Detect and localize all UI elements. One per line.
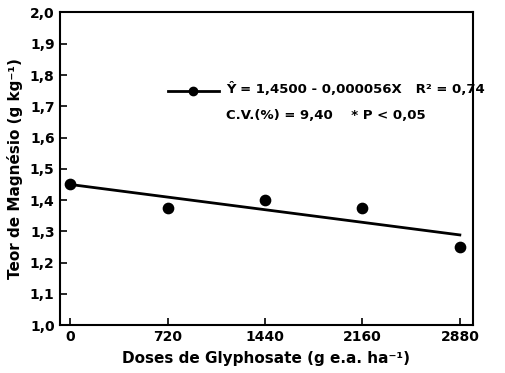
Point xyxy=(456,244,464,250)
Text: Ŷ = 1,4500 - 0,000056X   R² = 0,74: Ŷ = 1,4500 - 0,000056X R² = 0,74 xyxy=(226,82,485,96)
Point xyxy=(66,182,74,188)
Text: C.V.(%) = 9,40    * P < 0,05: C.V.(%) = 9,40 * P < 0,05 xyxy=(226,109,426,122)
Y-axis label: Teor de Magnésio (g kg⁻¹): Teor de Magnésio (g kg⁻¹) xyxy=(7,59,23,279)
Point xyxy=(359,205,367,211)
X-axis label: Doses de Glyphosate (g e.a. ha⁻¹): Doses de Glyphosate (g e.a. ha⁻¹) xyxy=(122,351,411,366)
Point xyxy=(164,205,172,211)
Point xyxy=(261,197,269,203)
